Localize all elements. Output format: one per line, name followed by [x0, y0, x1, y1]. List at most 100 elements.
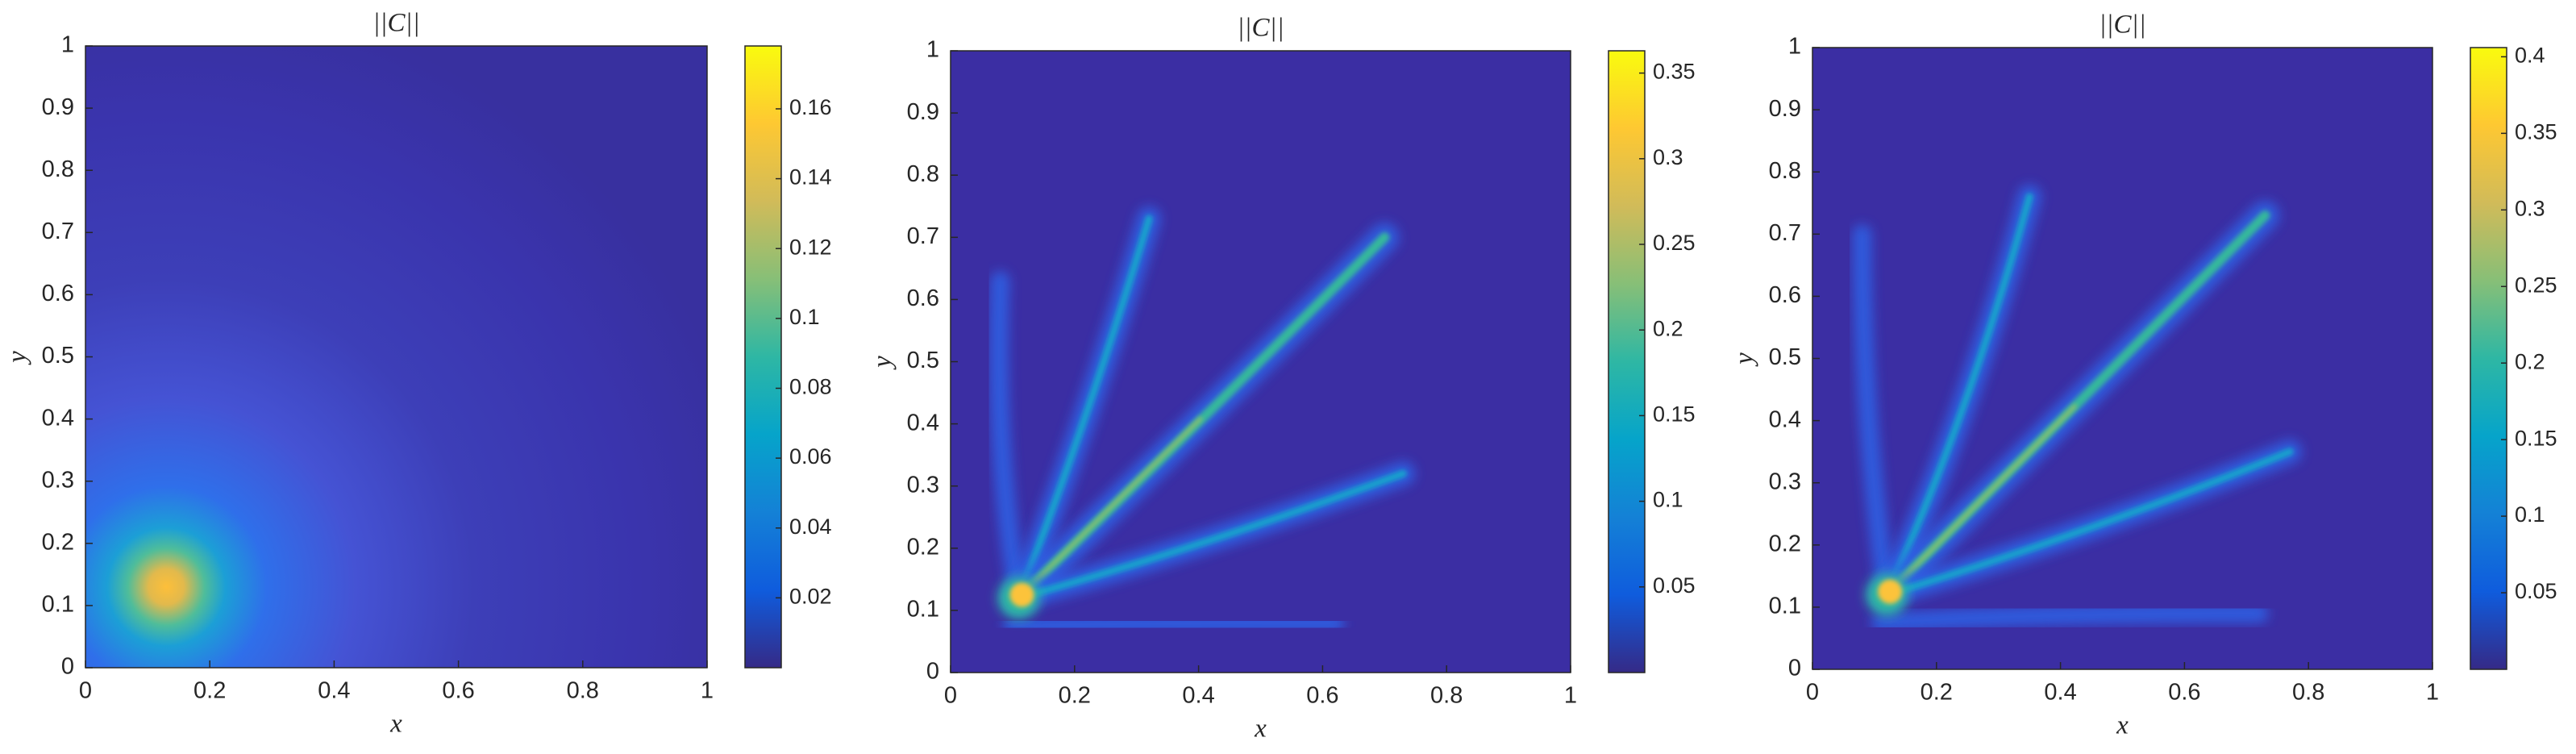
streak-glow	[1002, 613, 1345, 636]
colorbar-tick-label: 0.1	[2515, 502, 2545, 527]
colorbar-tick-label: 0.25	[2515, 273, 2557, 297]
y-tick-label: 0.3	[1769, 469, 1801, 494]
streak-hot	[1885, 403, 2078, 597]
colorbar-tick-label: 0.15	[2515, 426, 2557, 450]
x-tick-label: 0.6	[442, 678, 474, 704]
y-tick-label: 0.3	[907, 472, 939, 498]
colorbar-tick-label: 0.25	[1653, 231, 1696, 255]
x-tick-label: 0.2	[194, 678, 226, 704]
y-tick-label: 1	[926, 37, 939, 63]
y-tick-label: 0.1	[1769, 594, 1801, 619]
axes: 0 0.2 0.4 0.6 0.8 1 0 0.1 0.2 0.3 0.4 0.5 0.6 0.7 0.8 0…	[1730, 10, 2439, 740]
x-tick-label: 0	[944, 683, 957, 709]
streak-glow	[1871, 603, 2269, 633]
colorbar-tick-label: 0.08	[789, 375, 832, 399]
colorbar-tick-label: 0.35	[1653, 60, 1696, 84]
field-background	[85, 46, 707, 668]
y-tick-label: 1	[61, 32, 74, 58]
x-tick-label: 0.4	[1182, 683, 1214, 709]
colorbar-tick-label: 0.05	[1653, 573, 1696, 598]
streak-glow	[1852, 224, 1897, 605]
y-tick-label: 0.1	[42, 592, 74, 618]
axes: 0 0.2 0.4 0.6 0.8 1 0 0.1 0.2 0.3 0.4 0.5 0.6 0.7 0.8 0…	[3, 9, 714, 739]
field	[951, 51, 1571, 673]
y-tick-label: 0.2	[907, 534, 939, 560]
colorbar-tick-label: 0.04	[789, 514, 832, 539]
x-tick-label: 0.2	[1059, 683, 1091, 709]
y-tick-label: 0.6	[42, 281, 74, 306]
y-tick-label: 0.2	[1769, 531, 1801, 556]
colorbar-tick-label: 0.3	[2515, 196, 2545, 220]
y-tick-label: 0.8	[907, 161, 939, 187]
peak	[1009, 582, 1034, 607]
colorbar-tick-label: 0.02	[789, 584, 832, 608]
streak-core	[1883, 193, 2033, 598]
colorbar: 0.02 0.04 0.06 0.08 0.1 0.12 0.14 0.16	[744, 45, 832, 669]
y-tick-label: 0.6	[907, 285, 939, 311]
x-tick-label: 0.6	[1306, 683, 1338, 709]
x-tick-label: 0.4	[318, 678, 350, 704]
y-tick-label: 0.8	[42, 156, 74, 182]
x-tick-label: 0.2	[1921, 680, 1953, 706]
y-tick-label: 0.7	[907, 223, 939, 249]
x-tick-label: 0.8	[567, 678, 599, 704]
chart-title: ||C||	[372, 9, 419, 38]
streak-core	[1015, 469, 1407, 602]
colorbar-tick-label: 0.05	[2515, 579, 2557, 603]
y-tick-label: 0	[61, 654, 74, 680]
colorbar-tick-label: 0.2	[1653, 316, 1683, 340]
y-tick-label: 0.1	[907, 597, 939, 623]
x-tick-label: 1	[2426, 680, 2439, 706]
y-tick-label: 1	[1788, 34, 1801, 60]
field	[1812, 48, 2432, 669]
colorbar: 0.05 0.1 0.15 0.2 0.25 0.3 0.35 0.4	[2470, 44, 2557, 670]
colorbar-tick-label: 0.06	[789, 444, 832, 469]
x-tick-label: 0.8	[2292, 680, 2324, 706]
colorbar: 0.05 0.1 0.15 0.2 0.25 0.3 0.35	[1608, 50, 1696, 673]
colorbar-tick-label: 0.12	[789, 235, 832, 259]
y-tick-label: 0.4	[1769, 406, 1801, 432]
chart-title: ||C||	[2099, 10, 2145, 40]
y-axis-label: y	[3, 351, 32, 365]
colorbar-scale	[744, 45, 782, 669]
y-tick-label: 0.5	[42, 343, 74, 369]
y-tick-label: 0.4	[907, 410, 939, 435]
y-tick-label: 0.7	[1769, 220, 1801, 246]
chart-title: ||C||	[1237, 14, 1284, 43]
y-axis-label: y	[868, 356, 897, 370]
y-tick-label: 0.9	[907, 99, 939, 125]
streak-core	[1883, 448, 2294, 598]
colorbar-tick-label: 0.4	[2515, 44, 2545, 68]
x-tick-label: 1	[1564, 683, 1577, 709]
y-tick-label: 0.9	[1769, 96, 1801, 122]
y-tick-label: 0.9	[42, 94, 74, 120]
colorbar-scale	[1608, 50, 1646, 673]
colorbar-tick-label: 0.16	[789, 95, 832, 119]
y-tick-label: 0.7	[42, 219, 74, 244]
colorbar-tick-label: 0.3	[1653, 145, 1683, 169]
axes: 0 0.2 0.4 0.6 0.8 1 0 0.1 0.2 0.3 0.4 0.5 0.6 0.7 0.8 0…	[868, 14, 1577, 744]
x-tick-label: 0.8	[1430, 683, 1463, 709]
peak	[1878, 579, 1903, 604]
y-tick-label: 0.5	[1769, 344, 1801, 370]
y-tick-label: 0.3	[42, 467, 74, 493]
streak-core	[1015, 215, 1153, 602]
x-axis-label: x	[2116, 711, 2129, 740]
x-axis-label: x	[1254, 714, 1267, 744]
x-tick-label: 0	[79, 678, 92, 704]
y-axis-label: y	[1730, 352, 1759, 367]
x-axis-label: x	[389, 710, 402, 739]
y-tick-label: 0.4	[42, 405, 74, 431]
colorbar-tick-label: 0.2	[2515, 349, 2545, 373]
field	[85, 46, 707, 668]
x-tick-label: 0	[1806, 680, 1819, 706]
y-tick-label: 0.8	[1769, 158, 1801, 184]
colorbar-tick-label: 0.15	[1653, 402, 1696, 427]
colorbar-scale	[2470, 47, 2507, 670]
streak-glow	[988, 271, 1029, 608]
y-tick-label: 0.2	[42, 529, 74, 555]
y-tick-label: 0	[926, 659, 939, 685]
y-tick-label: 0.5	[907, 348, 939, 373]
colorbar-tick-label: 0.1	[789, 305, 820, 329]
y-tick-label: 0.6	[1769, 282, 1801, 308]
